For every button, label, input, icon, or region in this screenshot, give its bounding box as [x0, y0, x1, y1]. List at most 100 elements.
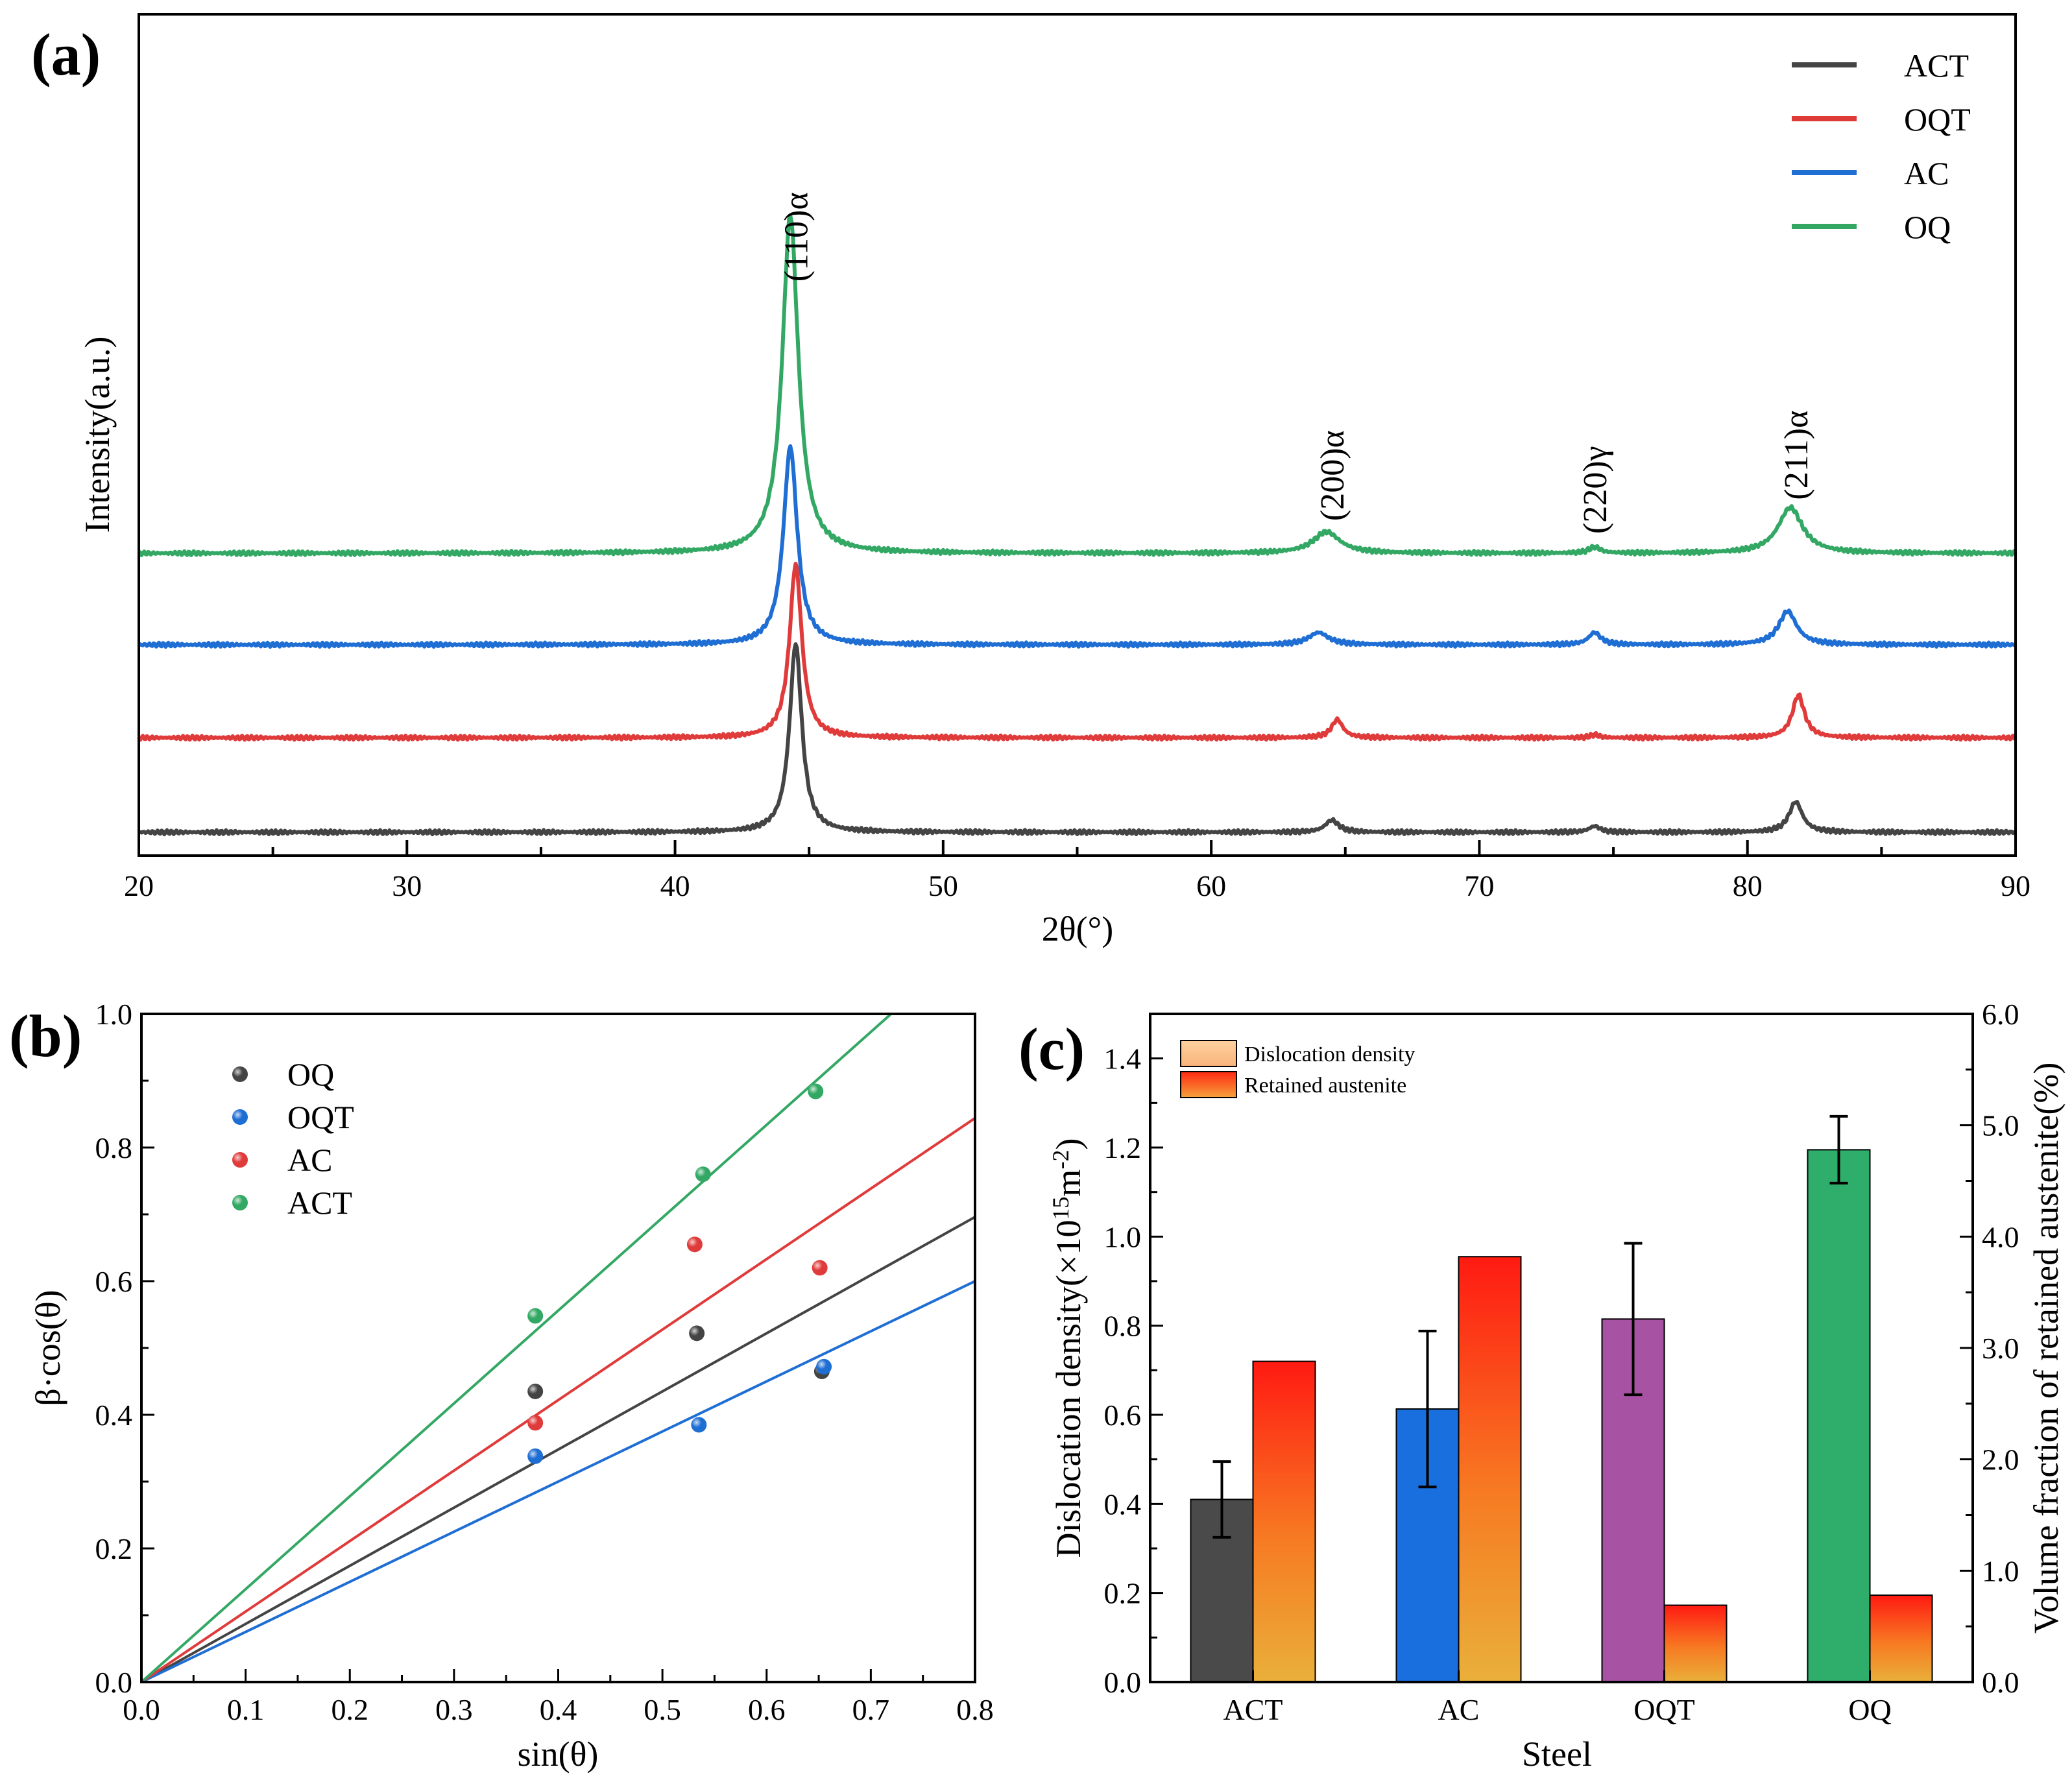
panel-c-ticks: ACT AC OQT OQ 0.0 0.2 0.4 0.6 0.8 1.0 1.2 1.4 0.0 1.0…: [1104, 998, 2019, 1726]
panel-c-legend: Dislocation density Retained austenite: [1180, 1040, 1415, 1098]
panel-b-data-group: [141, 1014, 975, 1682]
legend-label: ACT: [1904, 47, 1969, 84]
x-tick-label: ACT: [1223, 1693, 1283, 1726]
panel-a-label: (a): [31, 21, 101, 88]
x-tick-label: 0.6: [748, 1693, 786, 1726]
legend-label: ACT: [287, 1185, 352, 1221]
left-y-tick-label: 0.6: [1104, 1399, 1142, 1432]
x-tick-label: 0.7: [852, 1693, 890, 1726]
left-axis-label-part: m: [1049, 1170, 1088, 1197]
data-point-highlight: [527, 1308, 544, 1324]
left-y-tick-label: 0.8: [1104, 1310, 1142, 1343]
legend-marker-highlight: [232, 1109, 248, 1125]
left-axis-label-sup: -2: [1048, 1150, 1074, 1170]
panel-b-y-axis-label: β·cos(θ): [29, 1290, 67, 1406]
x-tick-label: 0.8: [956, 1693, 994, 1726]
x-tick-label: 50: [928, 869, 958, 902]
panel-a-y-axis-label: Intensity(a.u.): [78, 337, 117, 533]
peak-label: (220)γ: [1577, 446, 1614, 534]
legend-label: OQT: [1904, 101, 1971, 138]
legend-marker-highlight: [232, 1152, 248, 1168]
x-tick-label: 0.2: [331, 1693, 369, 1726]
panel-a-xrd-chart: (a) (110)α (200)α (220)γ (211)α 20 30 40 50 60 7…: [31, 13, 2030, 948]
left-y-tick-label: 0.4: [1104, 1487, 1142, 1521]
panel-a-plot-frame: [138, 13, 2017, 857]
left-y-tick-label: 0.2: [1104, 1577, 1142, 1610]
data-point-highlight: [812, 1260, 828, 1276]
legend-marker-highlight: [232, 1195, 248, 1210]
x-tick-label: 60: [1196, 869, 1226, 902]
data-point-highlight: [689, 1325, 705, 1341]
peak-label: (200)α: [1314, 430, 1351, 521]
panel-a-x-ticks: 20 30 40 50 60 70 80 90: [124, 840, 2030, 902]
data-point-highlight: [686, 1236, 703, 1253]
dislocation-bar-oq: [1807, 1149, 1871, 1683]
panel-b-label: (b): [9, 1003, 82, 1069]
y-tick-label: 0.4: [95, 1399, 133, 1432]
x-tick-label: AC: [1438, 1693, 1480, 1726]
right-y-tick-label: 0.0: [1982, 1666, 2019, 1699]
panel-c-x-axis-label: Steel: [1522, 1735, 1592, 1774]
data-point-highlight: [816, 1358, 832, 1375]
peak-label: (211)α: [1778, 411, 1815, 500]
left-y-tick-label: 0.0: [1104, 1666, 1142, 1699]
austenite-bar-ac: [1458, 1256, 1522, 1683]
y-tick-label: 0.0: [95, 1666, 133, 1699]
panel-a-x-axis-label: 2θ(°): [1042, 909, 1113, 948]
xrd-line-ac: [138, 444, 2017, 649]
austenite-bar-oq: [1869, 1594, 1933, 1683]
xrd-line-oqt: [137, 562, 2018, 742]
data-point-highlight: [695, 1166, 711, 1183]
x-tick-label: OQT: [1633, 1693, 1695, 1726]
y-tick-label: 0.8: [95, 1131, 133, 1164]
panel-c-right-axis-label: Volume fraction of retained austenite(%): [2027, 1063, 2066, 1634]
data-point-highlight: [527, 1415, 544, 1431]
legend-label: OQ: [1904, 209, 1951, 245]
panel-b-legend: OQ OQT AC ACT: [232, 1056, 354, 1221]
x-tick-label: 0.3: [435, 1693, 473, 1726]
legend-swatch-austenite: [1180, 1071, 1237, 1098]
y-tick-label: 0.2: [95, 1532, 133, 1565]
left-axis-label-part: Dislocation density(×10: [1049, 1220, 1088, 1558]
left-y-tick-label: 1.4: [1104, 1042, 1142, 1076]
xrd-line-oq: [137, 213, 2018, 557]
fit-line-oqt: [141, 1280, 975, 1682]
x-tick-label: OQ: [1848, 1693, 1891, 1726]
legend-label: AC: [287, 1142, 332, 1178]
legend-label: AC: [1904, 155, 1949, 191]
right-y-tick-label: 6.0: [1982, 998, 2019, 1031]
panel-b-williamson-hall-chart: (b) 0.0 0.1 0.2 0.3 0.4 0.5 0.6 0.7 0.8 0.0 0.2 0.4…: [9, 998, 994, 1774]
right-y-tick-label: 1.0: [1982, 1554, 2019, 1587]
right-y-tick-label: 4.0: [1982, 1220, 2019, 1253]
y-tick-label: 1.0: [95, 998, 133, 1031]
x-tick-label: 70: [1464, 869, 1494, 902]
austenite-bar-oqt: [1663, 1604, 1728, 1683]
x-tick-label: 20: [124, 869, 154, 902]
legend-marker-highlight: [232, 1066, 248, 1082]
right-y-tick-label: 3.0: [1982, 1332, 2019, 1365]
data-point-highlight: [527, 1448, 544, 1464]
x-tick-label: 0.4: [540, 1693, 577, 1726]
legend-swatch-dislocation: [1180, 1040, 1237, 1067]
panel-b-x-axis-label: sin(θ): [518, 1735, 599, 1774]
legend-label: Dislocation density: [1244, 1042, 1415, 1066]
panel-b-plot-frame: [140, 1013, 976, 1683]
x-tick-label: 0.0: [123, 1693, 160, 1726]
legend-label: OQ: [287, 1056, 334, 1092]
panel-c-bars-group: [1190, 1114, 1933, 1683]
data-point-highlight: [527, 1383, 544, 1399]
fit-line-act: [141, 1014, 893, 1682]
left-y-tick-label: 1.2: [1104, 1131, 1142, 1164]
fit-line-ac: [141, 1117, 975, 1682]
left-y-tick-label: 1.0: [1104, 1220, 1142, 1253]
right-y-tick-label: 2.0: [1982, 1443, 2019, 1476]
right-y-tick-label: 5.0: [1982, 1109, 2019, 1142]
data-point-highlight: [808, 1083, 824, 1100]
peak-labels-group: (110)α (200)α (220)γ (211)α: [778, 192, 1816, 534]
left-axis-label-sup: 15: [1048, 1197, 1074, 1220]
fit-line-oq: [141, 1216, 975, 1682]
panel-c-bar-chart: (c) ACT AC OQT OQ 0.0 0.2 0.4 0.6 0.8 1.0 1.2 1.4 0.…: [1018, 998, 2066, 1774]
xrd-series-group: [137, 213, 2018, 837]
legend-label: Retained austenite: [1244, 1074, 1406, 1098]
